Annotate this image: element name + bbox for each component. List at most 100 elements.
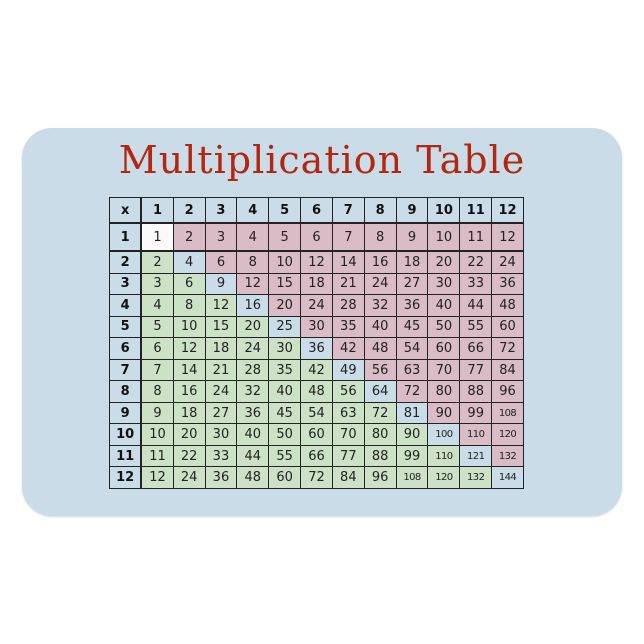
product-cell: 60 [300,423,333,446]
table-row: 8 8 16 24 32 40 48 56 64 72 80 88 96 [109,380,524,403]
product-cell: 15 [204,315,238,339]
product-cell: 45 [268,401,302,425]
table-row: 12 12 24 36 48 60 72 84 96 108 120 132 144 [109,466,524,489]
product-cell: 48 [300,380,333,403]
product-cell: 27 [204,401,238,425]
product-cell: 40 [427,294,461,317]
product-cell: 24 [172,466,206,489]
product-cell: 8 [172,294,206,317]
product-cell: 4 [140,294,174,317]
product-cell: 15 [268,272,302,296]
product-cell: 54 [395,337,429,360]
multiplication-table: x 1 2 3 4 5 6 7 8 9 10 11 12 1 1 2 3 4 5 6 7 8 9 10 11 12 2 2 4 6 8 10 1… [109,197,524,489]
product-cell: 20 [268,294,302,317]
product-cell: 3 [204,222,238,252]
product-cell: 2 [140,250,174,274]
product-cell: 60 [427,337,461,360]
row-header: 7 [109,358,143,382]
product-cell: 7 [331,222,365,252]
product-cell: 12 [204,294,238,317]
product-cell: 10 [427,222,461,252]
product-cell: 64 [363,380,397,403]
product-cell: 16 [236,294,270,317]
product-cell: 3 [140,272,174,296]
product-cell: 108 [491,401,524,425]
table-row: 11 11 22 33 44 55 66 77 88 99 110 121 132 [109,444,524,468]
column-header: 11 [459,197,493,224]
column-header: 7 [331,197,365,224]
product-cell: 8 [140,380,174,403]
table-row: 1 1 2 3 4 5 6 7 8 9 10 11 12 [109,222,524,252]
header-row: x 1 2 3 4 5 6 7 8 9 10 11 12 [109,197,524,224]
product-cell: 36 [204,466,238,489]
product-cell: 30 [204,423,238,446]
product-cell: 25 [268,315,302,339]
product-cell: 48 [363,337,397,360]
product-cell: 42 [300,358,333,382]
product-cell: 132 [459,466,493,489]
product-cell: 50 [427,315,461,339]
product-cell: 110 [427,444,461,468]
product-cell: 121 [459,444,493,468]
product-cell: 56 [363,358,397,382]
table-row: 5 5 10 15 20 25 30 35 40 45 50 55 60 [109,315,524,339]
product-cell: 24 [300,294,333,317]
product-cell: 12 [236,272,270,296]
product-cell: 32 [363,294,397,317]
column-header: 5 [268,197,302,224]
product-cell: 100 [427,423,461,446]
product-cell: 8 [363,222,397,252]
product-cell: 72 [300,466,333,489]
row-header: 9 [109,401,143,425]
product-cell: 36 [236,401,270,425]
product-cell: 66 [300,444,333,468]
table-row: 6 6 12 18 24 30 36 42 48 54 60 66 72 [109,337,524,360]
product-cell: 8 [236,250,270,274]
table-row: 10 10 20 30 40 50 60 70 80 90 100 110 120 [109,423,524,446]
product-cell: 96 [363,466,397,489]
product-cell: 48 [491,294,524,317]
row-header: 12 [109,466,143,489]
page-title: Multiplication Table [118,138,526,182]
product-cell: 20 [427,250,461,274]
column-header: 1 [140,197,174,224]
product-cell: 30 [427,272,461,296]
product-cell: 18 [395,250,429,274]
product-cell: 27 [395,272,429,296]
row-header: 6 [109,337,143,360]
product-cell: 14 [172,358,206,382]
product-cell: 72 [491,337,524,360]
table-row: 3 3 6 9 12 15 18 21 24 27 30 33 36 [109,272,524,296]
product-cell: 88 [459,380,493,403]
column-header: 9 [395,197,429,224]
product-cell: 9 [204,272,238,296]
row-header: 5 [109,315,143,339]
product-cell: 36 [300,337,333,360]
product-cell: 99 [459,401,493,425]
product-cell: 72 [395,380,429,403]
product-cell: 9 [140,401,174,425]
product-cell: 12 [491,222,524,252]
table-row: 9 9 18 27 36 45 54 63 72 81 90 99 108 [109,401,524,425]
product-cell: 1 [140,222,174,252]
product-cell: 80 [363,423,397,446]
product-cell: 84 [331,466,365,489]
product-cell: 81 [395,401,429,425]
product-cell: 110 [459,423,493,446]
product-cell: 4 [236,222,270,252]
column-header: 2 [172,197,206,224]
product-cell: 24 [363,272,397,296]
column-header: 10 [427,197,461,224]
product-cell: 35 [268,358,302,382]
product-cell: 99 [395,444,429,468]
row-header: 10 [109,423,143,446]
product-cell: 42 [331,337,365,360]
table-row: 2 2 4 6 8 10 12 14 16 18 20 22 24 [109,250,524,274]
product-cell: 12 [140,466,174,489]
product-cell: 24 [236,337,270,360]
product-cell: 18 [172,401,206,425]
product-cell: 6 [300,222,333,252]
row-header: 11 [109,444,143,468]
product-cell: 4 [172,250,206,274]
product-cell: 108 [395,466,429,489]
